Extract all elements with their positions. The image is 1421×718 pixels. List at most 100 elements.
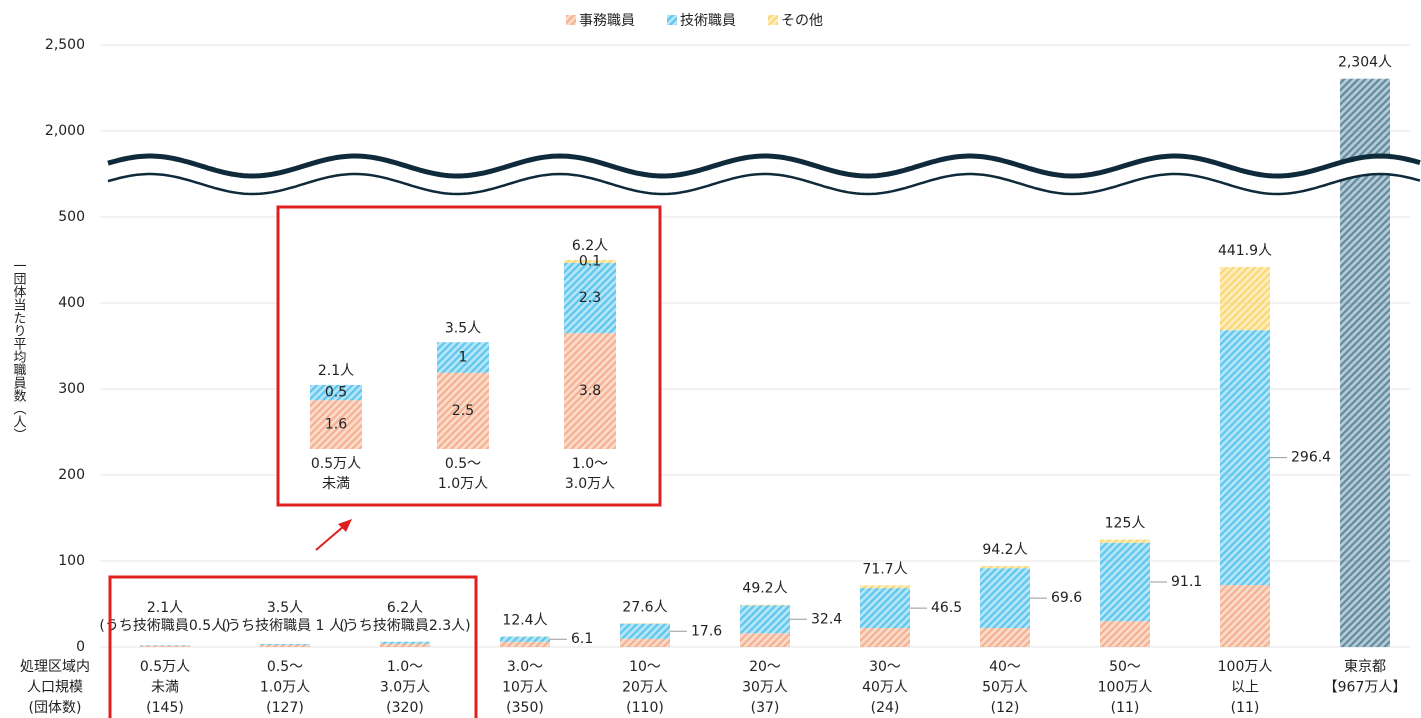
total-label: 12.4人	[502, 612, 547, 628]
text-line: 0.5～	[445, 456, 481, 472]
text-line: (12)	[991, 700, 1020, 716]
legend-label: 技術職員	[680, 13, 736, 29]
inset-bar-segment	[437, 342, 489, 373]
text-line: 0.5万人	[140, 659, 190, 675]
text-line: (110)	[626, 700, 664, 716]
bar-segment	[740, 605, 790, 634]
value-label: 17.6	[691, 623, 722, 639]
inset-bar-segment	[310, 384, 362, 401]
x-tick-label: 100万人以上 (11)	[1218, 659, 1273, 716]
total-label: 49.2人	[742, 581, 787, 597]
y-tick-label: 2,000	[45, 123, 85, 139]
text-line: (350)	[506, 700, 544, 716]
bar-segment	[860, 588, 910, 629]
total-label: 2.1人	[147, 600, 183, 616]
bar-segment	[1220, 266, 1270, 331]
text-line: 50～	[1109, 659, 1141, 675]
text-line: 40万人	[862, 680, 908, 696]
y-tick-label: 100	[58, 553, 85, 569]
bar-segment	[980, 568, 1030, 629]
total-label: 94.2人	[982, 542, 1027, 558]
bar-segment	[380, 643, 430, 647]
text-line: (37)	[751, 700, 780, 716]
text-line: 20万人	[622, 680, 668, 696]
x-axis-title: 処理区域内人口規模 (団体数)	[20, 659, 90, 716]
text-line: 40～	[989, 659, 1021, 675]
value-label: 91.1	[1171, 574, 1202, 590]
x-tick-label: 東京都【967万人】	[1324, 659, 1407, 696]
y-tick-label: 400	[58, 295, 85, 311]
bar-segment	[980, 628, 1030, 647]
total-label: 2,304人	[1338, 55, 1392, 71]
inset-value-label: 1	[459, 350, 468, 366]
inset-bar-segment	[310, 400, 362, 449]
y-tick-label: 500	[58, 209, 85, 225]
x-tick-label: 3.0～ 10万人 (350)	[502, 659, 548, 716]
legend-label: 事務職員	[579, 13, 635, 29]
bar-segment	[740, 604, 790, 606]
inset-value-label: 2.5	[452, 403, 474, 419]
text-line: 50万人	[982, 680, 1028, 696]
text-line: 30万人	[742, 680, 788, 696]
inset-bar-segment	[564, 333, 616, 449]
inset-value-label: 3.8	[579, 383, 601, 399]
arrow-head	[338, 519, 352, 532]
bar-segment	[1220, 330, 1270, 586]
inset-category-label: 1.0～ 3.0万人	[565, 456, 615, 492]
text-line: 30～	[869, 659, 901, 675]
text-line: 東京都	[1344, 659, 1386, 675]
bar-segment	[260, 644, 310, 647]
text-line: 未満	[322, 476, 350, 492]
value-label: 69.6	[1051, 590, 1082, 606]
legend-swatch	[768, 15, 778, 25]
annotation: (うち技術職員 1 人)	[222, 618, 349, 634]
inset-bar-segment	[564, 259, 616, 263]
arrow-line	[315, 525, 345, 551]
inset-value-label: 1.6	[325, 417, 347, 433]
text-line: 以上	[1231, 680, 1259, 696]
inset-bar-segment	[564, 262, 616, 334]
bar-segment	[1220, 585, 1270, 647]
highlight-box	[108, 575, 478, 718]
total-label: 441.9人	[1218, 243, 1272, 259]
inset-value-label: 2.3	[579, 290, 601, 306]
text-line: (団体数)	[29, 700, 82, 716]
text-line: 0.5～	[267, 659, 303, 675]
bar-segment	[980, 565, 1030, 569]
y-tick-label: 200	[58, 467, 85, 483]
x-tick-label: 30～ 40万人 (24)	[862, 659, 908, 716]
bar-segment	[860, 585, 910, 589]
x-tick-label: 40～ 50万人 (12)	[982, 659, 1028, 716]
text-line: (24)	[871, 700, 900, 716]
y-tick-label: 0	[76, 639, 85, 655]
x-tick-label: 0.5～ 1.0万人 (127)	[260, 659, 310, 716]
text-line: 3.0万人	[380, 680, 430, 696]
y-tick-label: 2,500	[45, 37, 85, 53]
text-line: 100万人	[1218, 659, 1273, 675]
text-line: 未満	[151, 680, 179, 696]
axis-break-line	[107, 172, 1421, 196]
text-line: 20～	[749, 659, 781, 675]
inset-category-label: 0.5～ 1.0万人	[438, 456, 488, 492]
y-tick-label: 300	[58, 381, 85, 397]
text-line: 10～	[629, 659, 661, 675]
annotation: (うち技術職員2.3人)	[339, 618, 470, 634]
text-line: 【967万人】	[1324, 680, 1407, 696]
text-line: 3.0万人	[565, 476, 615, 492]
text-line: 0.5万人	[311, 456, 361, 472]
inset-bar-segment	[437, 372, 489, 449]
inset-total-label: 6.2人	[572, 238, 608, 254]
axis-break-line	[107, 153, 1421, 179]
y-axis-title: 一団体当たり平均職員数（人）	[11, 259, 27, 441]
total-label: 6.2人	[387, 600, 423, 616]
text-line: (145)	[146, 700, 184, 716]
legend-label: その他	[781, 13, 823, 29]
legend-swatch	[667, 15, 677, 25]
bar-segment	[740, 633, 790, 647]
bar-segment	[1100, 542, 1150, 622]
bar-segment	[1100, 621, 1150, 647]
inset-category-label: 0.5万人未満	[311, 456, 361, 492]
text-line: (11)	[1111, 700, 1140, 716]
